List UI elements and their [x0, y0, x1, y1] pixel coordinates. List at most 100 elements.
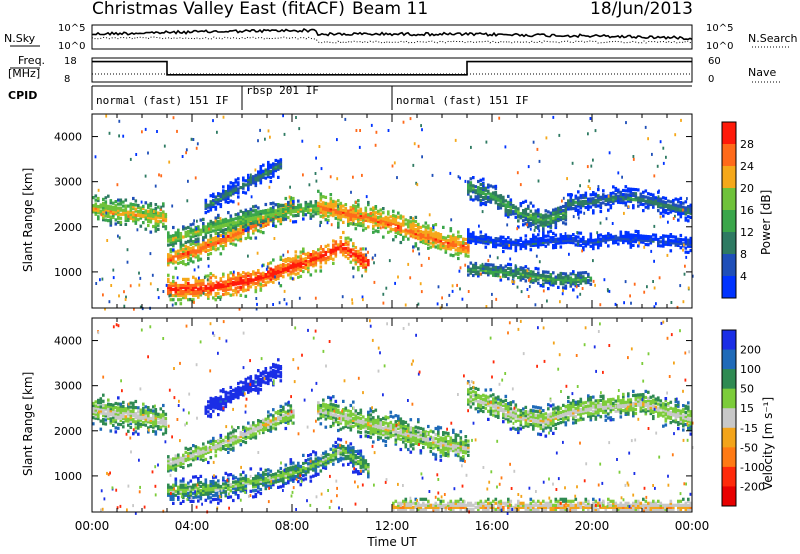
power-noise: [516, 171, 519, 175]
power-cell: [582, 242, 585, 246]
power-cell: [499, 268, 503, 272]
power-cell: [519, 278, 523, 282]
velocity-cell: [217, 483, 220, 487]
power-noise: [157, 296, 160, 300]
power-cell: [637, 232, 640, 236]
power-cell: [414, 230, 418, 234]
power-cell: [287, 209, 290, 213]
power-cell: [212, 247, 215, 251]
power-cell: [532, 222, 535, 226]
power-cell: [272, 280, 275, 284]
power-cell: [552, 281, 555, 285]
velocity-cell: [142, 416, 145, 420]
velocity-cell: [219, 491, 223, 495]
power-cell: [617, 200, 620, 204]
power-cell: [264, 275, 268, 279]
power-cell: [184, 230, 188, 234]
velocity-cell: [102, 409, 105, 413]
power-cell: [587, 207, 590, 211]
power-cell: [112, 201, 115, 205]
power-cell: [104, 208, 108, 212]
velocity-cell: [334, 445, 338, 449]
power-cell: [552, 283, 555, 287]
power-cell: [249, 217, 253, 221]
velocity-cell: [189, 455, 193, 459]
power-cell: [354, 262, 358, 266]
power-cell: [542, 276, 545, 280]
velocity-cell: [122, 408, 125, 413]
power-cell: [264, 221, 268, 225]
velocity-cell: [242, 489, 245, 493]
power-cell: [274, 269, 278, 273]
power-noise: [461, 297, 464, 301]
power-cell: [174, 235, 178, 239]
velocity-cell: [302, 470, 305, 474]
velocity-cell: [199, 493, 203, 497]
power-cell: [362, 263, 365, 267]
power-cell: [179, 238, 183, 242]
power-cell: [189, 227, 193, 231]
power-noise: [139, 276, 142, 280]
power-cell: [114, 210, 118, 214]
power-cell: [527, 271, 530, 275]
power-noise: [192, 138, 195, 141]
power-noise: [365, 253, 367, 257]
power-cell: [339, 216, 343, 220]
power-cell: [514, 273, 518, 277]
power-cell: [414, 223, 418, 228]
power-cell: [262, 273, 265, 277]
velocity-cell: [354, 450, 358, 454]
power-cell: [662, 210, 665, 214]
power-cell: [339, 248, 343, 252]
power-cell: [597, 198, 600, 202]
power-cell: [452, 237, 455, 241]
power-cell: [534, 213, 538, 217]
power-cell: [462, 241, 465, 245]
power-cell: [169, 254, 173, 258]
power-cell: [604, 196, 608, 200]
power-cell: [187, 254, 190, 258]
velocity-cell: [197, 481, 200, 485]
power-cell: [237, 191, 240, 195]
power-noise: [188, 289, 191, 293]
velocity-cell: [294, 466, 298, 470]
velocity-cell: [214, 475, 218, 479]
power-cell: [534, 217, 538, 221]
power-cell: [197, 233, 200, 237]
velocity-cell: [272, 477, 275, 481]
velocity-cell: [132, 420, 135, 424]
power-cell: [277, 212, 280, 216]
power-cell: [192, 246, 195, 250]
power-cell: [497, 270, 500, 274]
power-cell: [262, 283, 265, 288]
power-cell: [254, 214, 258, 219]
velocity-cell: [232, 484, 235, 488]
power-cell: [609, 233, 613, 237]
power-noise: [149, 252, 152, 256]
velocity-cell: [234, 492, 238, 496]
velocity-cell: [197, 491, 200, 495]
power-cell: [524, 269, 528, 273]
power-noise: [361, 173, 363, 177]
power-noise: [653, 174, 656, 178]
power-cell: [467, 244, 470, 248]
power-noise: [361, 295, 364, 299]
power-cell: [319, 194, 323, 198]
velocity-cell: [164, 422, 168, 427]
power-noise: [110, 284, 113, 287]
power-cell: [204, 202, 208, 207]
power-cell: [189, 287, 193, 292]
power-cell: [197, 291, 200, 295]
power-noise: [575, 285, 578, 289]
power-cell: [272, 170, 275, 174]
power-cell: [209, 280, 213, 284]
power-cell: [247, 279, 250, 283]
power-cell: [492, 265, 495, 269]
power-cell: [574, 206, 578, 210]
velocity-cell: [107, 404, 110, 408]
power-cell: [667, 205, 670, 209]
power-cell: [337, 243, 340, 247]
power-cell: [179, 234, 183, 238]
colorbar-swatch: [722, 232, 736, 255]
power-noise: [470, 145, 472, 149]
